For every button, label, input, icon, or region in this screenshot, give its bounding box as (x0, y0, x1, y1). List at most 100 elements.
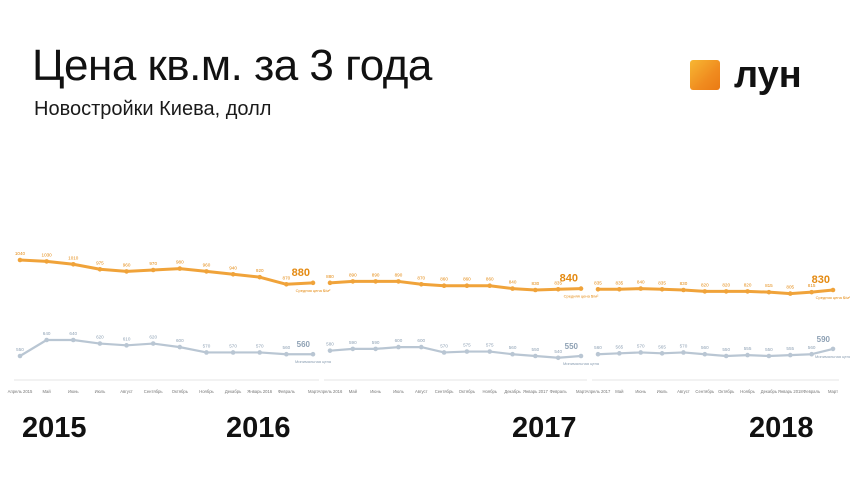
data-label-avg: 835 (554, 280, 562, 285)
x-tick-label: Январь 2016 (247, 389, 273, 394)
x-tick-label: Октябрь (459, 389, 476, 394)
data-label-min: 575 (486, 343, 494, 348)
year-label-2017: 2017 (512, 412, 577, 444)
data-label-min: 570 (440, 343, 448, 348)
end-value-min: 560 (297, 340, 311, 349)
data-label-avg: 970 (149, 261, 157, 266)
data-point-min (441, 350, 447, 355)
data-point-avg (327, 280, 333, 286)
series-caption-avg: Средняя цена $/м² (296, 288, 331, 293)
series-caption-avg: Средняя цена $/м² (564, 294, 599, 299)
series-caption-min: Минимальная цена (815, 354, 850, 359)
data-label-avg: 835 (616, 280, 624, 285)
data-label-min: 565 (616, 344, 624, 349)
data-label-min: 560 (283, 345, 291, 350)
x-tick-label: Ноябрь (482, 389, 497, 394)
data-label-min: 560 (808, 345, 816, 350)
data-point-min (617, 351, 622, 356)
logo-square-icon (690, 60, 720, 90)
x-tick-label: Март (576, 389, 586, 394)
data-label-avg: 805 (786, 285, 794, 290)
data-point-avg (441, 283, 447, 289)
data-label-min: 570 (680, 343, 688, 348)
data-point-avg (681, 287, 686, 293)
data-point-avg (418, 281, 424, 287)
data-point-avg (766, 289, 772, 295)
brand-logo: лун (690, 56, 802, 94)
end-value-avg: 830 (812, 274, 830, 286)
data-point-avg (44, 259, 49, 264)
x-tick-label: Апрель 2016 (318, 389, 343, 394)
data-label-min: 620 (96, 335, 104, 340)
data-point-avg (350, 279, 356, 284)
data-point-min (702, 351, 708, 357)
data-label-avg: 815 (808, 283, 816, 288)
data-point-min (745, 352, 750, 358)
x-tick-label: Июль (657, 389, 669, 394)
data-point-min (510, 351, 515, 357)
data-point-min (766, 353, 772, 359)
data-point-avg (510, 286, 515, 291)
x-tick-label: Октябрь (172, 389, 189, 394)
data-point-min (723, 353, 729, 359)
data-label-min: 555 (786, 346, 794, 351)
series-line-min (328, 346, 583, 359)
data-point-avg (124, 269, 129, 274)
x-tick-label: Август (677, 389, 690, 394)
data-label-avg: 880 (326, 274, 334, 279)
x-tick-label: Февраль (550, 389, 568, 394)
data-label-min: 570 (256, 343, 264, 348)
data-point-min (204, 350, 209, 355)
end-value-min: 550 (565, 342, 579, 351)
data-label-min: 600 (176, 338, 184, 343)
data-point-avg (464, 283, 470, 289)
data-point-min (310, 351, 316, 357)
data-label-min: 590 (372, 340, 380, 345)
data-point-avg (150, 267, 156, 273)
data-label-min: 610 (123, 336, 131, 341)
data-label-avg: 980 (176, 260, 184, 265)
x-tick-label: Июнь (68, 389, 79, 394)
x-tick-label: Июнь (635, 389, 646, 394)
x-tick-label: Январь 2017 (523, 389, 549, 394)
data-label-min: 560 (509, 345, 517, 350)
data-point-avg (97, 266, 103, 272)
data-label-min: 540 (554, 349, 562, 354)
x-tick-label: Апрель 2015 (8, 389, 33, 394)
x-tick-label: Август (120, 389, 133, 394)
x-tick-label: Август (415, 389, 428, 394)
data-label-avg: 1010 (68, 255, 79, 260)
data-label-avg: 870 (417, 275, 425, 280)
x-tick-label: Сентябрь (435, 389, 455, 394)
x-tick-label: Июль (393, 389, 405, 394)
data-point-min (787, 352, 793, 358)
data-label-min: 550 (532, 347, 540, 352)
data-point-avg (723, 289, 729, 294)
data-label-avg: 960 (123, 262, 131, 267)
data-label-avg: 890 (395, 272, 403, 277)
data-point-min (809, 351, 814, 357)
data-label-avg: 860 (486, 277, 494, 282)
data-point-min (97, 341, 103, 346)
chart-title: Цена кв.м. за 3 года (32, 41, 432, 90)
series-line-min (596, 347, 835, 358)
data-point-min (257, 350, 263, 355)
data-label-avg: 890 (372, 272, 380, 277)
data-label-min: 570 (637, 343, 645, 348)
data-point-min (150, 341, 156, 346)
data-label-min: 565 (658, 344, 666, 349)
data-point-min (595, 351, 601, 357)
data-point-avg (578, 286, 584, 291)
x-tick-label: Декабрь (761, 389, 778, 394)
data-label-avg: 830 (680, 281, 688, 286)
chart-subtitle: Новостройки Киева, долл (34, 98, 272, 120)
data-point-min (681, 350, 686, 355)
x-tick-label: Октябрь (718, 389, 735, 394)
data-point-avg (70, 261, 76, 267)
data-point-min (124, 343, 129, 348)
data-label-avg: 835 (594, 280, 602, 285)
data-label-avg: 975 (96, 260, 104, 265)
data-point-min (230, 350, 236, 355)
data-label-min: 580 (326, 342, 334, 347)
